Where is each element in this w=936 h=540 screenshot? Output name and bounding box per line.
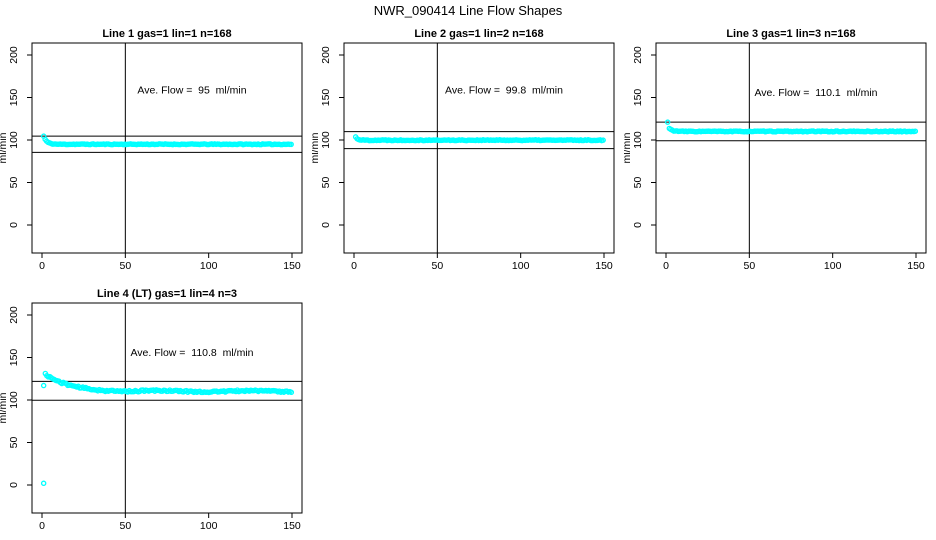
svg-text:Ave. Flow = 99.8 ml/min: Ave. Flow = 99.8 ml/min [445,84,563,96]
svg-text:200: 200 [632,46,644,64]
svg-text:50: 50 [632,177,644,189]
svg-text:150: 150 [283,520,301,532]
svg-text:Line 1 gas=1 lin=1 n=168: Line 1 gas=1 lin=1 n=168 [102,28,231,40]
svg-text:100: 100 [8,391,20,409]
line-2-flow-chart: Line 2 gas=1 lin=2 n=168 0 50 100 150 200 0 50 1… [312,28,615,272]
svg-text:0: 0 [39,260,45,272]
plot-cell-line-3: Line 3 gas=1 lin=3 n=168 0 50 100 150 200 0 50 1… [624,20,936,280]
line-1-flow-chart: Line 1 gas=1 lin=1 n=168 0 50 100 150 200 0 50 1… [0,28,303,272]
svg-text:100: 100 [632,131,644,149]
svg-text:100: 100 [824,260,842,272]
svg-text:ml/min: ml/min [312,132,321,163]
svg-text:100: 100 [8,131,20,149]
svg-text:Line 3 gas=1 lin=3 n=168: Line 3 gas=1 lin=3 n=168 [726,28,855,40]
svg-text:ml/min: ml/min [624,132,633,163]
svg-text:50: 50 [431,260,443,272]
svg-text:0: 0 [39,520,45,532]
svg-text:100: 100 [512,260,530,272]
svg-text:150: 150 [632,89,644,107]
svg-text:50: 50 [8,177,20,189]
svg-text:0: 0 [8,482,20,488]
svg-text:Line 2 gas=1 lin=2 n=168: Line 2 gas=1 lin=2 n=168 [414,28,543,40]
svg-text:200: 200 [320,46,332,64]
svg-text:Line 4 (LT) gas=1 lin=4 n=3: Line 4 (LT) gas=1 lin=4 n=3 [97,288,237,300]
svg-text:0: 0 [632,222,644,228]
svg-text:0: 0 [351,260,357,272]
svg-text:Ave. Flow = 95 ml/min: Ave. Flow = 95 ml/min [137,84,246,96]
svg-text:100: 100 [320,131,332,149]
svg-text:150: 150 [8,89,20,107]
svg-text:Ave. Flow = 110.1 ml/min: Ave. Flow = 110.1 ml/min [754,87,877,99]
svg-text:200: 200 [8,46,20,64]
svg-text:50: 50 [320,177,332,189]
svg-text:50: 50 [119,520,131,532]
svg-text:50: 50 [8,437,20,449]
svg-text:Ave. Flow = 110.8 ml/min: Ave. Flow = 110.8 ml/min [130,347,253,359]
svg-text:150: 150 [595,260,613,272]
svg-text:ml/min: ml/min [0,132,9,163]
svg-text:200: 200 [8,306,20,324]
plot-cell-line-1: Line 1 gas=1 lin=1 n=168 0 50 100 150 200 0 50 1… [0,20,312,280]
svg-text:ml/min: ml/min [0,392,9,423]
svg-text:0: 0 [8,222,20,228]
svg-text:150: 150 [907,260,925,272]
svg-text:150: 150 [8,349,20,367]
svg-text:0: 0 [320,222,332,228]
svg-text:100: 100 [200,520,218,532]
line-3-flow-chart: Line 3 gas=1 lin=3 n=168 0 50 100 150 200 0 50 1… [624,28,927,272]
svg-text:150: 150 [283,260,301,272]
line-4-lt-flow-chart: Line 4 (LT) gas=1 lin=4 n=3 0 50 100 150 200 0… [0,288,303,532]
svg-text:100: 100 [200,260,218,272]
figure-title: NWR_090414 Line Flow Shapes [373,3,563,18]
svg-text:50: 50 [119,260,131,272]
svg-text:0: 0 [663,260,669,272]
plot-cell-line-4-lt: Line 4 (LT) gas=1 lin=4 n=3 0 50 100 150 200 0… [0,280,312,540]
svg-text:150: 150 [320,89,332,107]
plot-cell-line-2: Line 2 gas=1 lin=2 n=168 0 50 100 150 200 0 50 1… [312,20,624,280]
svg-text:50: 50 [743,260,755,272]
